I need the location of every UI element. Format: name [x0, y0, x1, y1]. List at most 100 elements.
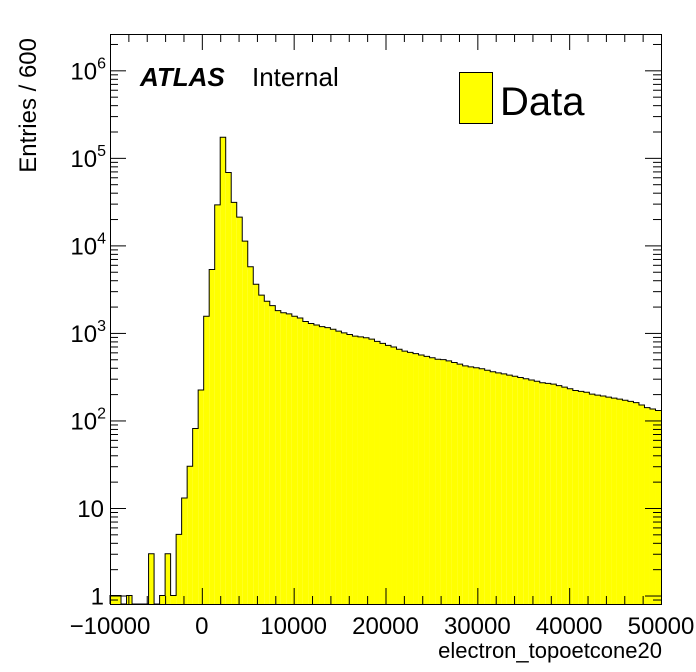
- histogram-bar: [115, 595, 122, 604]
- histogram-bar: [627, 401, 634, 604]
- legend-label: Data: [500, 80, 585, 124]
- histogram-bar: [253, 284, 259, 604]
- histogram-bar: [352, 336, 358, 604]
- histogram-bar: [209, 269, 215, 604]
- y-axis-title: Entries / 600: [15, 38, 42, 173]
- histogram-bar: [517, 377, 524, 604]
- histogram-bar: [413, 353, 419, 604]
- histogram-bar: [649, 409, 656, 604]
- histogram-bar: [357, 336, 364, 604]
- histogram-bar: [192, 428, 199, 604]
- atlas-label: ATLAS Internal: [139, 62, 339, 92]
- x-axis-title: electron_topoetcone20: [438, 638, 662, 663]
- histogram-bar: [473, 367, 480, 604]
- histogram-bar: [605, 397, 612, 604]
- histogram-bar: [633, 402, 639, 604]
- histogram-bar: [396, 349, 403, 604]
- histogram-bar: [402, 351, 408, 604]
- legend-swatch: [459, 72, 493, 124]
- histogram-bar: [225, 172, 232, 604]
- histogram-bar: [655, 410, 661, 604]
- histogram-bar: [600, 396, 606, 604]
- histogram-bar: [203, 316, 210, 604]
- x-tick-label: 0: [195, 613, 208, 640]
- histogram-bar: [539, 382, 546, 604]
- histogram-bar: [451, 362, 458, 604]
- histogram-bar: [176, 534, 182, 604]
- x-tick-labels: −10000 0 10000 20000 30000 40000 50000: [70, 613, 695, 640]
- histogram-bar: [341, 332, 347, 604]
- histogram-bar: [379, 343, 386, 604]
- histogram-bar: [594, 395, 601, 604]
- histogram-bar: [407, 352, 414, 604]
- axis-ticks: [110, 34, 662, 605]
- histogram-bar: [258, 295, 265, 604]
- histogram-bar: [319, 326, 325, 604]
- histogram-bar: [484, 370, 491, 604]
- plot-area: −10000 0 10000 20000 30000 40000 50000 1101021…: [70, 34, 695, 640]
- histogram-bar: [220, 137, 226, 604]
- legend: Data: [459, 72, 585, 124]
- histogram-bar: [214, 204, 221, 604]
- atlas-label-bold: ATLAS: [139, 62, 225, 92]
- atlas-label-internal: Internal: [252, 62, 339, 92]
- histogram-bar: [346, 334, 353, 604]
- histogram-bars: [109, 136, 661, 605]
- histogram-bar: [435, 359, 441, 604]
- histogram-bar: [572, 390, 579, 604]
- histogram-bar: [330, 329, 336, 604]
- histogram-bar: [313, 325, 320, 604]
- histogram-bar: [567, 388, 573, 604]
- histogram-bar: [501, 373, 507, 604]
- y-tick-label: 10: [77, 496, 104, 523]
- histogram-bar: [611, 398, 617, 604]
- histogram-bar: [583, 392, 590, 604]
- histogram-bar: [286, 313, 292, 604]
- histogram-bar: [495, 372, 502, 604]
- histogram-bar: [291, 316, 298, 604]
- histogram-bar: [385, 345, 392, 604]
- histogram-bar: [561, 387, 568, 604]
- histogram-outline: [109, 136, 661, 605]
- histogram-bar: [324, 327, 331, 604]
- histogram-bar: [638, 405, 645, 604]
- histogram-bar: [391, 347, 397, 604]
- histogram-bar: [181, 498, 188, 604]
- x-tick-label: −10000: [70, 613, 151, 640]
- histogram-bar: [165, 553, 171, 604]
- histogram-bar: [187, 466, 193, 604]
- x-tick-label: 30000: [444, 613, 511, 640]
- histogram-bar: [275, 310, 281, 604]
- histogram-bar: [556, 385, 562, 604]
- histogram-bar: [231, 202, 237, 604]
- histogram-bar: [418, 354, 425, 604]
- histogram-bar: [512, 376, 518, 604]
- histogram-bar: [578, 391, 584, 604]
- histogram-bar: [468, 366, 474, 604]
- histogram-bar: [490, 371, 496, 604]
- histogram-bar: [424, 356, 430, 604]
- histogram-bar: [335, 331, 342, 604]
- histogram-bar: [198, 389, 204, 604]
- histogram-bar: [622, 400, 628, 604]
- histogram-bar: [479, 368, 485, 604]
- histogram-bar: [550, 384, 557, 604]
- histogram-bar: [644, 407, 650, 604]
- histogram-bar: [446, 360, 452, 604]
- x-tick-label: 40000: [536, 613, 603, 640]
- histogram-bar: [363, 337, 369, 604]
- histogram-bar: [159, 595, 166, 604]
- histogram-bar: [506, 375, 513, 604]
- y-tick-label: 106: [70, 55, 106, 85]
- y-tick-label: 102: [70, 405, 106, 435]
- histogram-bar: [589, 394, 595, 604]
- histogram-bar: [462, 365, 469, 604]
- histogram-bar: [302, 321, 309, 604]
- histogram-bar: [236, 217, 243, 604]
- x-tick-label: 20000: [352, 613, 419, 640]
- histogram-bar: [264, 301, 270, 604]
- histogram-bar: [297, 318, 303, 604]
- histogram-bar: [440, 359, 447, 604]
- x-tick-label: 50000: [628, 613, 695, 640]
